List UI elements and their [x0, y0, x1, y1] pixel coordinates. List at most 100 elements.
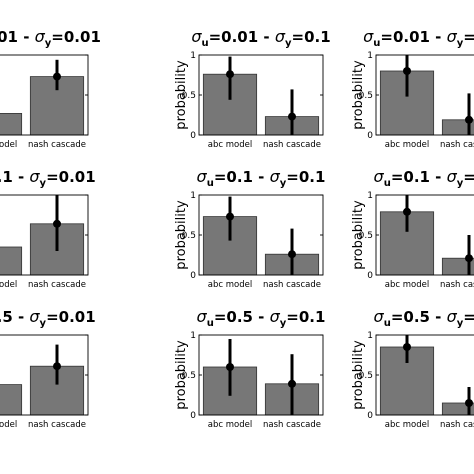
x-tick-label: nash cascade — [28, 140, 86, 150]
panel-title: σu=0.1 - σy=0.01 — [0, 167, 96, 189]
y-axis-label: probability — [174, 60, 189, 130]
y-tick-label: 1 — [367, 331, 373, 341]
y-tick-label: 0.5 — [359, 91, 373, 101]
bar-abc-model — [0, 113, 23, 136]
mean-point — [288, 112, 296, 121]
y-tick-label: 0.5 — [182, 371, 196, 381]
x-tick-label: nash cascade — [440, 140, 474, 150]
title-part: y — [457, 38, 464, 49]
y-tick-label: 0 — [367, 411, 373, 421]
y-tick-label: 0.5 — [182, 231, 196, 241]
title-part: σ — [191, 27, 202, 46]
y-tick-label: 0 — [190, 131, 196, 141]
title-part: σ — [29, 167, 40, 186]
x-tick-label: nash cascade — [263, 420, 321, 430]
panel-title: σu=0.01 - σy=0.01 — [363, 27, 474, 49]
mean-point — [465, 115, 473, 124]
x-tick-label: abc model — [208, 280, 252, 290]
title-part: y — [280, 178, 287, 189]
panel-title: σu=0.01 - σy=0.1 — [191, 27, 330, 49]
title-part: =0.1 — [292, 28, 331, 46]
title-part: y — [45, 38, 52, 49]
x-tick-label: abc model — [385, 420, 429, 430]
title-part: σ — [270, 307, 281, 326]
y-tick-label: 0.5 — [359, 371, 373, 381]
title-part: σ — [374, 167, 385, 186]
title-part: =0.01 — [51, 28, 101, 46]
y-tick-label: 1 — [367, 51, 373, 61]
title-part: u — [373, 38, 380, 49]
y-tick-label: 1 — [190, 51, 196, 61]
bar-abc-model — [0, 384, 23, 416]
mean-point — [226, 212, 234, 221]
title-part: =0.1 - — [214, 168, 270, 186]
x-tick-label: abc model — [385, 280, 429, 290]
y-axis-label: probability — [174, 200, 189, 270]
title-part: u — [201, 38, 208, 49]
mean-point — [226, 70, 234, 79]
mean-point — [53, 72, 61, 81]
y-tick-label: 0 — [190, 411, 196, 421]
panel-title: σu=0.5 - σy=0.1 — [374, 307, 474, 329]
x-tick-label: nash cascade — [28, 280, 86, 290]
panel-title: σu=0.5 - σy=0.1 — [197, 307, 326, 329]
title-part: u — [384, 318, 391, 329]
mean-point — [288, 250, 296, 259]
mean-point — [465, 399, 473, 407]
y-tick-label: 0.5 — [359, 231, 373, 241]
x-tick-label: nash cascade — [263, 280, 321, 290]
title-part: σ — [275, 27, 286, 46]
panel-title: σu=0.01 - σy=0.01 — [0, 27, 101, 49]
title-part: y — [40, 178, 47, 189]
title-part: =0.01 - — [209, 28, 275, 46]
title-part: u — [384, 178, 391, 189]
y-tick-label: 0 — [367, 131, 373, 141]
title-part: σ — [447, 27, 458, 46]
x-tick-label: nash cascade — [440, 280, 474, 290]
y-axis-label: probability — [174, 340, 189, 410]
mean-point — [403, 67, 411, 75]
title-part: σ — [447, 307, 458, 326]
y-tick-label: 0 — [190, 271, 196, 281]
title-part: =0.01 — [46, 168, 96, 186]
mean-point — [53, 362, 61, 371]
title-part: σ — [363, 27, 374, 46]
title-part: =0.5 - — [391, 308, 447, 326]
mean-point — [288, 379, 296, 388]
x-tick-label: nash cascade — [28, 420, 86, 430]
x-tick-label: abc model — [0, 420, 17, 430]
title-part: u — [207, 178, 214, 189]
y-tick-label: 1 — [367, 191, 373, 201]
x-tick-label: abc model — [208, 140, 252, 150]
y-tick-label: 0 — [367, 271, 373, 281]
title-part: =0.1 — [463, 168, 474, 186]
title-part: =0.01 — [463, 28, 474, 46]
title-part: σ — [270, 167, 281, 186]
x-tick-label: abc model — [385, 140, 429, 150]
mean-point — [403, 207, 411, 216]
title-part: y — [457, 178, 464, 189]
title-part: y — [285, 38, 292, 49]
title-part: =0.5 - — [214, 308, 270, 326]
panel-title: σu=0.5 - σy=0.01 — [0, 307, 96, 329]
x-tick-label: abc model — [0, 140, 17, 150]
title-part: σ — [197, 307, 208, 326]
title-part: =0.01 - — [0, 28, 35, 46]
mean-point — [465, 254, 473, 263]
y-tick-label: 1 — [190, 331, 196, 341]
panel-title: σu=0.1 - σy=0.1 — [374, 167, 474, 189]
panel-title: σu=0.1 - σy=0.1 — [197, 167, 326, 189]
title-part: y — [280, 318, 287, 329]
title-part: u — [207, 318, 214, 329]
title-part: σ — [29, 307, 40, 326]
title-part: =0.1 - — [0, 168, 29, 186]
